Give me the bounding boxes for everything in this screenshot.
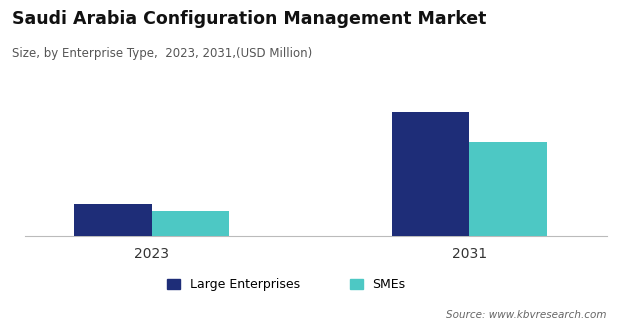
Legend: Large Enterprises, SMEs: Large Enterprises, SMEs — [162, 273, 411, 296]
Text: Saudi Arabia Configuration Management Market: Saudi Arabia Configuration Management Ma… — [12, 10, 487, 28]
Bar — [391, 112, 469, 236]
Bar — [74, 203, 152, 236]
Bar — [152, 211, 229, 236]
Bar — [469, 142, 547, 236]
Text: Size, by Enterprise Type,  2023, 2031,(USD Million): Size, by Enterprise Type, 2023, 2031,(US… — [12, 47, 313, 60]
Text: Source: www.kbvresearch.com: Source: www.kbvresearch.com — [446, 310, 607, 320]
